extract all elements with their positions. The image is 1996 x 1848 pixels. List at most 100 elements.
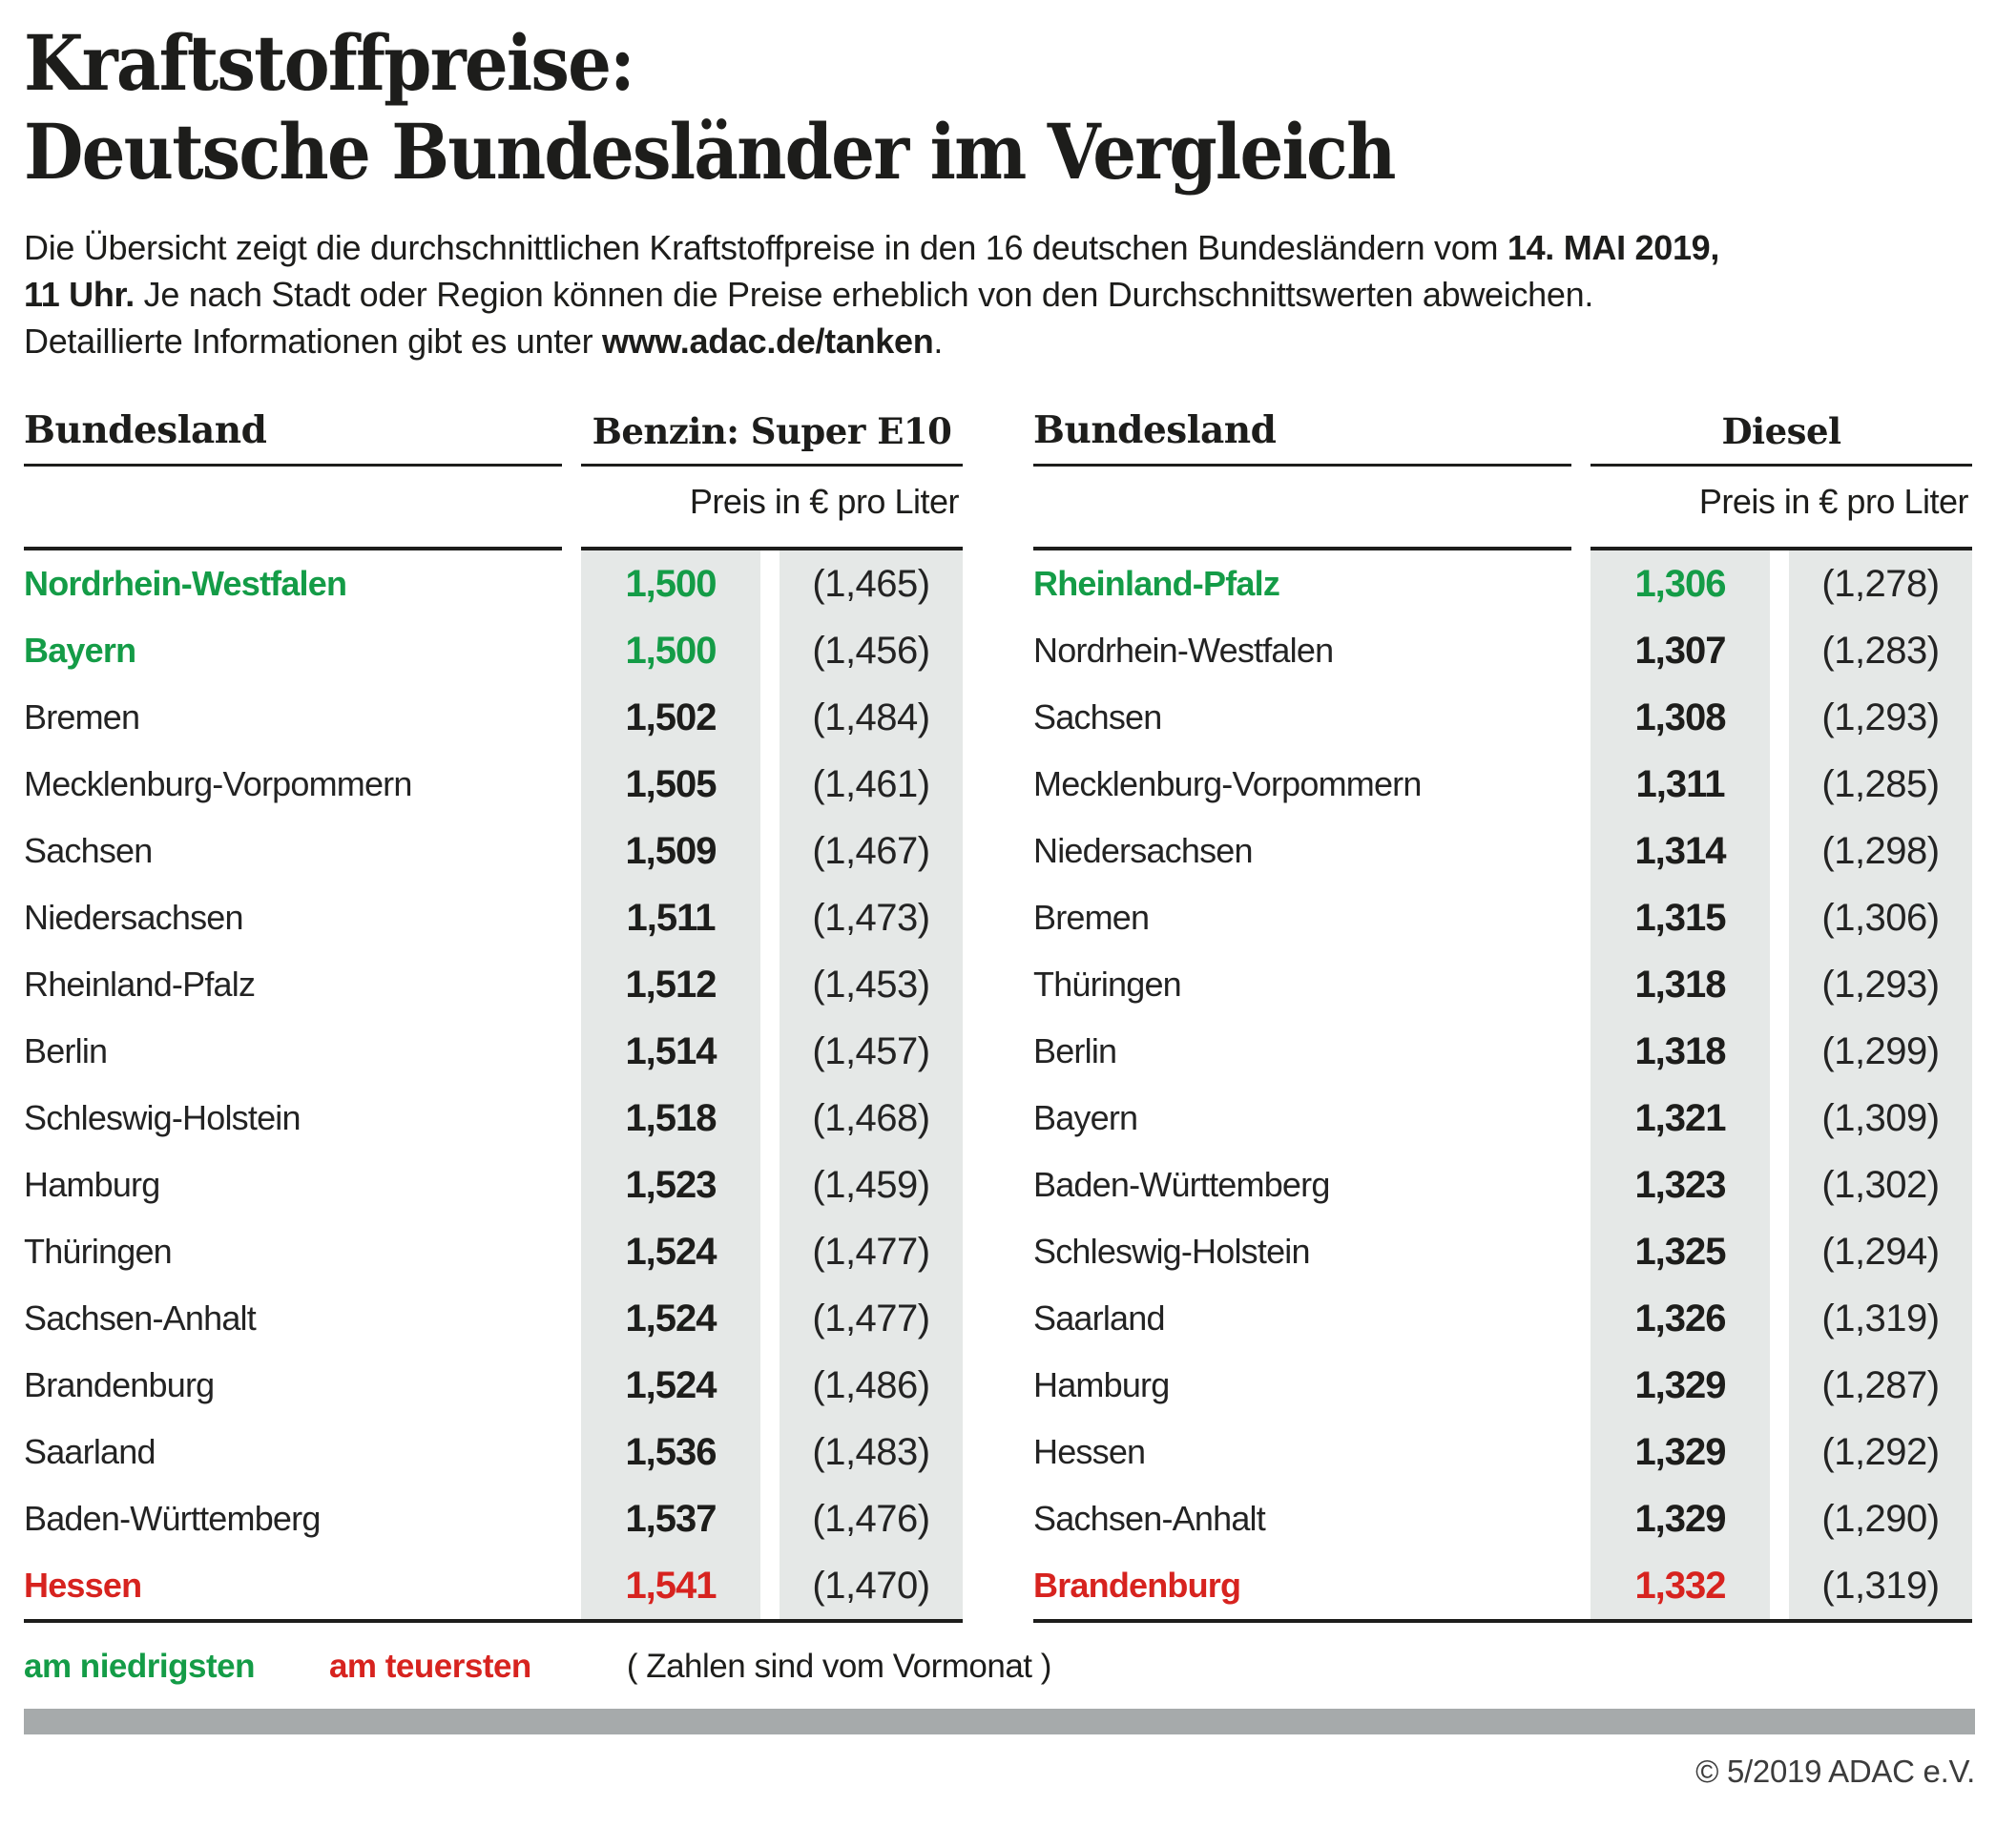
previous-month-price: (1,278)	[1789, 550, 1972, 618]
column-gap	[760, 684, 780, 752]
column-gap	[760, 1018, 780, 1086]
state-name: Nordrhein-Westfalen	[1033, 631, 1334, 671]
current-price: 1,329	[1591, 1485, 1770, 1553]
table-row: Nordrhein-Westfalen 1,500 (1,465)	[24, 550, 963, 618]
state-name: Thüringen	[1033, 965, 1182, 1005]
previous-month-price: (1,299)	[1789, 1018, 1972, 1086]
intro-text: Die Übersicht zeigt die durchschnittlich…	[24, 225, 1975, 365]
current-price: 1,329	[1591, 1419, 1770, 1486]
table-row: Bremen 1,502 (1,484)	[24, 684, 963, 752]
header-rule	[1033, 464, 1972, 467]
table-row: Mecklenburg-Vorpommern 1,505 (1,461)	[24, 751, 963, 819]
page-title: Kraftstoffpreise: Deutsche Bundesländer …	[24, 19, 1780, 197]
page-title-line2: Deutsche Bundesländer im Vergleich	[24, 106, 1396, 197]
legend-lowest: am niedrigsten	[24, 1648, 255, 1686]
current-price: 1,512	[581, 951, 760, 1019]
state-name: Hessen	[1033, 1432, 1146, 1472]
tables-container: Bundesland Benzin: Super E10 Preis in € …	[24, 399, 1975, 1624]
state-name: Bremen	[1033, 898, 1150, 938]
column-gap	[1770, 818, 1789, 885]
previous-month-price: (1,298)	[1789, 818, 1972, 885]
previous-month-price: (1,287)	[1789, 1352, 1972, 1420]
state-name: Bayern	[1033, 1098, 1138, 1138]
table-row: Niedersachsen 1,511 (1,473)	[24, 884, 963, 952]
table-row: Hamburg 1,523 (1,459)	[24, 1152, 963, 1219]
previous-month-price: (1,477)	[780, 1218, 963, 1286]
column-gap	[760, 1085, 780, 1152]
table-row: Schleswig-Holstein 1,518 (1,468)	[24, 1085, 963, 1152]
current-price: 1,315	[1591, 884, 1770, 952]
table-row: Saarland 1,326 (1,319)	[1033, 1285, 1972, 1353]
state-name: Niedersachsen	[1033, 831, 1254, 871]
current-price: 1,509	[581, 818, 760, 885]
table-row: Baden-Württemberg 1,537 (1,476)	[24, 1485, 963, 1553]
current-price: 1,518	[581, 1085, 760, 1152]
column-gap	[1770, 1485, 1789, 1553]
benzin-table: Bundesland Benzin: Super E10 Preis in € …	[24, 399, 963, 1624]
current-price: 1,306	[1591, 550, 1770, 618]
current-price: 1,329	[1591, 1352, 1770, 1420]
current-price: 1,524	[581, 1352, 760, 1420]
previous-month-price: (1,456)	[780, 617, 963, 685]
state-name: Berlin	[24, 1031, 108, 1071]
column-gap	[1770, 884, 1789, 952]
column-gap	[760, 1352, 780, 1420]
state-name: Thüringen	[24, 1232, 173, 1272]
table-row: Rheinland-Pfalz 1,306 (1,278)	[1033, 550, 1972, 618]
previous-month-price: (1,470)	[780, 1552, 963, 1620]
subheader-rule	[1033, 547, 1972, 551]
benzin-table-subheader: Preis in € pro Liter	[24, 467, 963, 535]
column-gap	[760, 884, 780, 952]
current-price: 1,524	[581, 1218, 760, 1286]
previous-month-price: (1,309)	[1789, 1085, 1972, 1152]
previous-month-price: (1,319)	[1789, 1552, 1972, 1620]
table-row: Saarland 1,536 (1,483)	[24, 1419, 963, 1486]
previous-month-price: (1,283)	[1789, 617, 1972, 685]
intro-line: Die Übersicht zeigt die durchschnittlich…	[24, 227, 1720, 267]
column-gap	[760, 550, 780, 618]
table-row: Schleswig-Holstein 1,325 (1,294)	[1033, 1218, 1972, 1286]
column-gap	[1770, 1352, 1789, 1420]
state-name: Nordrhein-Westfalen	[24, 564, 347, 604]
table-row: Thüringen 1,318 (1,293)	[1033, 951, 1972, 1019]
previous-month-price: (1,483)	[780, 1419, 963, 1486]
divider-bar	[24, 1709, 1975, 1735]
table-row: Sachsen 1,509 (1,467)	[24, 818, 963, 885]
intro-line: 11 Uhr. Je nach Stadt oder Region können…	[24, 274, 1594, 314]
benzin-table-rows: Nordrhein-Westfalen 1,500 (1,465) Bayern 1,5…	[24, 550, 963, 1624]
column-gap	[760, 1285, 780, 1353]
previous-month-price: (1,294)	[1789, 1218, 1972, 1286]
column-header-fuel: Diesel	[1721, 410, 1841, 453]
legend-highest: am teuersten	[328, 1648, 531, 1686]
column-gap	[1770, 1218, 1789, 1286]
current-price: 1,500	[581, 550, 760, 618]
column-gap	[760, 951, 780, 1019]
table-row: Sachsen-Anhalt 1,524 (1,477)	[24, 1285, 963, 1353]
unit-label: Preis in € pro Liter	[1698, 482, 1969, 522]
current-price: 1,505	[581, 751, 760, 819]
state-name: Hamburg	[24, 1165, 160, 1205]
column-gap	[1770, 1018, 1789, 1086]
column-gap	[760, 751, 780, 819]
state-name: Berlin	[1033, 1031, 1117, 1071]
table-row: Berlin 1,514 (1,457)	[24, 1018, 963, 1086]
table-row: Bayern 1,500 (1,456)	[24, 617, 963, 685]
current-price: 1,308	[1591, 684, 1770, 752]
state-name: Sachsen-Anhalt	[1033, 1499, 1266, 1539]
previous-month-price: (1,457)	[780, 1018, 963, 1086]
previous-month-price: (1,465)	[780, 550, 963, 618]
column-gap	[1770, 1085, 1789, 1152]
state-name: Baden-Württemberg	[24, 1499, 321, 1539]
table-row: Mecklenburg-Vorpommern 1,311 (1,285)	[1033, 751, 1972, 819]
column-header-fuel: Benzin: Super E10	[592, 410, 952, 453]
table-row: Sachsen-Anhalt 1,329 (1,290)	[1033, 1485, 1972, 1553]
state-name: Sachsen	[24, 831, 153, 871]
previous-month-price: (1,306)	[1789, 884, 1972, 952]
current-price: 1,318	[1591, 951, 1770, 1019]
state-name: Rheinland-Pfalz	[1033, 564, 1280, 604]
previous-month-price: (1,486)	[780, 1352, 963, 1420]
current-price: 1,323	[1591, 1152, 1770, 1219]
current-price: 1,307	[1591, 617, 1770, 685]
state-name: Mecklenburg-Vorpommern	[1033, 764, 1422, 804]
